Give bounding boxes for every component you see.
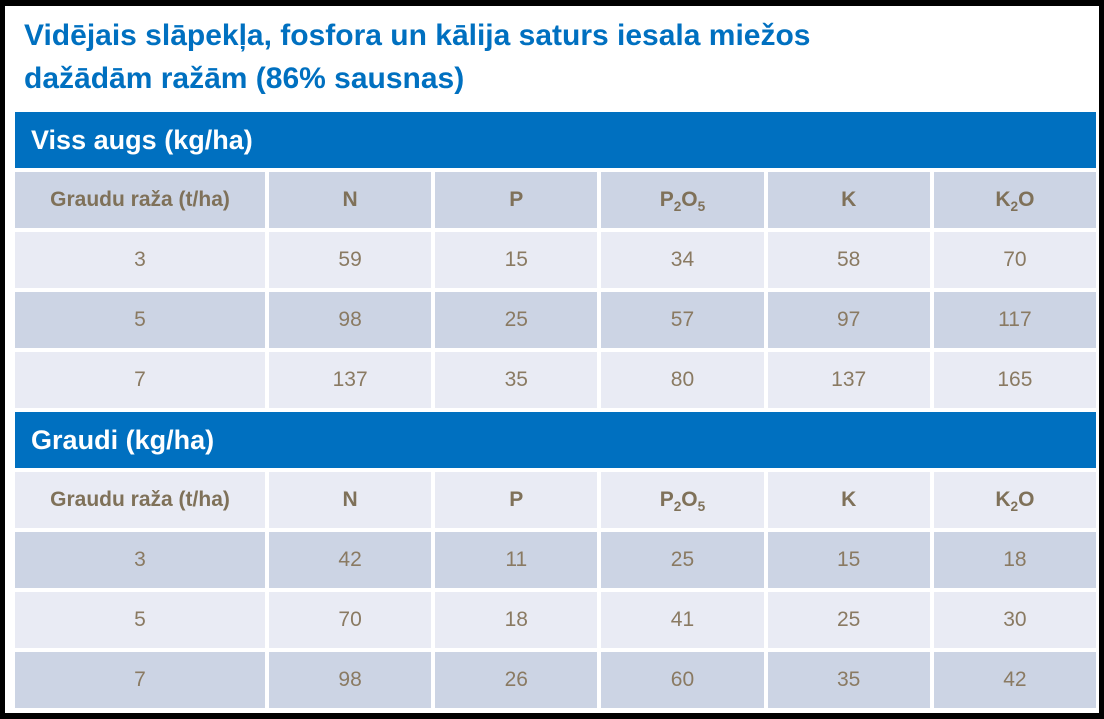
value-cell: 35	[767, 652, 930, 708]
yield-cell: 3	[15, 532, 265, 588]
column-header: Graudu raža (t/ha)	[15, 172, 265, 228]
nutrient-content-table: Viss augs (kg/ha) Graudu raža (t/ha) N P P2O…	[11, 108, 1099, 712]
subscript: 2	[1010, 199, 1019, 215]
column-header: P	[435, 472, 598, 528]
section-row-1: Viss augs (kg/ha)	[15, 112, 1096, 168]
value-cell: 97	[767, 292, 930, 348]
table-row: 3 59 15 34 58 70	[15, 232, 1096, 288]
column-header: P2O5	[601, 472, 764, 528]
subscript: 2	[1010, 499, 1019, 515]
column-header: P	[435, 172, 598, 228]
subscript: 5	[697, 499, 706, 515]
section-title: Viss augs (kg/ha)	[15, 112, 1096, 168]
page-title: Vidējais slāpekļa, fosfora un kālija sat…	[5, 6, 1099, 100]
value-cell: 26	[435, 652, 598, 708]
table-row: 5 98 25 57 97 117	[15, 292, 1096, 348]
column-header-row: Graudu raža (t/ha) N P P2O5 K K2O	[15, 172, 1096, 228]
value-cell: 25	[601, 532, 764, 588]
column-header-row: Graudu raža (t/ha) N P P2O5 K K2O	[15, 472, 1096, 528]
value-cell: 165	[933, 352, 1096, 408]
value-cell: 18	[933, 532, 1096, 588]
value-cell: 137	[269, 352, 432, 408]
table-row: 7 98 26 60 35 42	[15, 652, 1096, 708]
value-cell: 57	[601, 292, 764, 348]
value-cell: 137	[767, 352, 930, 408]
value-cell: 117	[933, 292, 1096, 348]
value-cell: 42	[933, 652, 1096, 708]
slide-canvas: Vidējais slāpekļa, fosfora un kālija sat…	[5, 6, 1099, 713]
column-header: K	[767, 472, 930, 528]
section-title: Graudi (kg/ha)	[15, 412, 1096, 468]
column-header: K2O	[933, 172, 1096, 228]
table-row: 3 42 11 25 15 18	[15, 532, 1096, 588]
value-cell: 18	[435, 592, 598, 648]
value-cell: 70	[269, 592, 432, 648]
value-cell: 60	[601, 652, 764, 708]
yield-cell: 7	[15, 352, 265, 408]
value-cell: 70	[933, 232, 1096, 288]
yield-cell: 7	[15, 652, 265, 708]
value-cell: 80	[601, 352, 764, 408]
value-cell: 15	[767, 532, 930, 588]
value-cell: 15	[435, 232, 598, 288]
table-row: 5 70 18 41 25 30	[15, 592, 1096, 648]
column-header: K2O	[933, 472, 1096, 528]
value-cell: 25	[435, 292, 598, 348]
column-header: N	[269, 172, 432, 228]
value-cell: 59	[269, 232, 432, 288]
section-row-2: Graudi (kg/ha)	[15, 412, 1096, 468]
title-line-1: Vidējais slāpekļa, fosfora un kālija sat…	[24, 19, 811, 52]
value-cell: 35	[435, 352, 598, 408]
yield-cell: 5	[15, 592, 265, 648]
subscript: 2	[673, 499, 682, 515]
column-header: N	[269, 472, 432, 528]
subscript: 5	[697, 199, 706, 215]
yield-cell: 3	[15, 232, 265, 288]
table-row: 7 137 35 80 137 165	[15, 352, 1096, 408]
column-header: P2O5	[601, 172, 764, 228]
value-cell: 30	[933, 592, 1096, 648]
column-header: K	[767, 172, 930, 228]
value-cell: 41	[601, 592, 764, 648]
value-cell: 11	[435, 532, 598, 588]
value-cell: 58	[767, 232, 930, 288]
title-line-2: dažādām ražām (86% sausnas)	[24, 62, 465, 95]
table-body: Viss augs (kg/ha) Graudu raža (t/ha) N P P2O…	[15, 112, 1096, 708]
value-cell: 42	[269, 532, 432, 588]
value-cell: 98	[269, 652, 432, 708]
subscript: 2	[673, 199, 682, 215]
value-cell: 25	[767, 592, 930, 648]
column-header: Graudu raža (t/ha)	[15, 472, 265, 528]
value-cell: 98	[269, 292, 432, 348]
yield-cell: 5	[15, 292, 265, 348]
value-cell: 34	[601, 232, 764, 288]
